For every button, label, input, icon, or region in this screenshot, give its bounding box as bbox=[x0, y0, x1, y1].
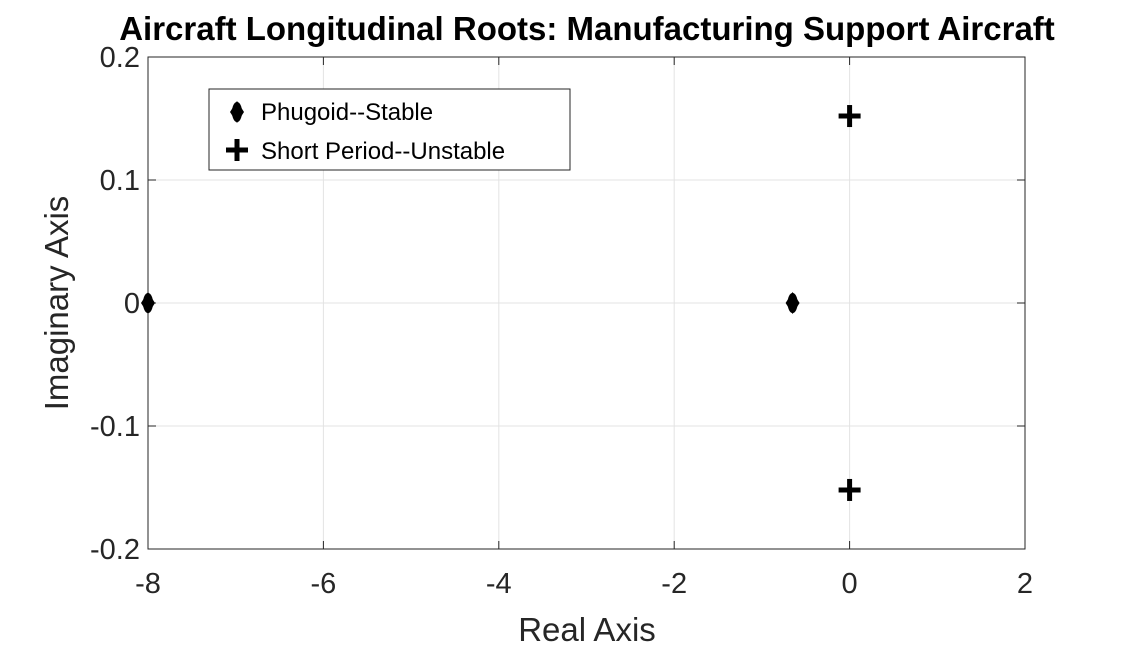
y-tick-label: 0.1 bbox=[100, 165, 140, 197]
y-tick-label: 0.2 bbox=[100, 42, 140, 74]
phugoid-root-point bbox=[785, 292, 800, 314]
short-period-root-point bbox=[838, 105, 861, 128]
x-tick-label: -4 bbox=[486, 568, 512, 600]
legend-box bbox=[208, 88, 571, 171]
y-tick-label: 0 bbox=[124, 288, 140, 320]
legend: Phugoid--Stable Short Period--Unstable bbox=[208, 88, 571, 171]
diamond-icon-outline bbox=[230, 101, 244, 123]
x-tick-label: 0 bbox=[842, 568, 858, 600]
y-tick-label: -0.1 bbox=[90, 411, 140, 443]
x-tick-label: 2 bbox=[1017, 568, 1033, 600]
axis-ticks bbox=[147, 56, 1026, 550]
diamond-icon-outline bbox=[785, 292, 800, 314]
legend-entry-phugoid: Phugoid--Stable bbox=[261, 99, 433, 126]
x-tick-label: -8 bbox=[135, 568, 161, 600]
legend-marker-short-period bbox=[226, 139, 248, 161]
legend-entry-short-period: Short Period--Unstable bbox=[261, 138, 505, 165]
y-tick-labels: -0.2 -0.1 0 0.1 0.2 bbox=[90, 42, 140, 566]
x-axis-label: Real Axis bbox=[518, 611, 656, 648]
y-tick-label: -0.2 bbox=[90, 534, 140, 566]
chart-title: Aircraft Longitudinal Roots: Manufacturi… bbox=[119, 10, 1055, 47]
legend-diamond-icon bbox=[230, 101, 244, 123]
legend-marker-phugoid bbox=[230, 101, 244, 123]
y-axis-label: Imaginary Axis bbox=[38, 196, 75, 411]
phugoid-root-point bbox=[141, 292, 155, 314]
data-points bbox=[141, 105, 861, 501]
x-tick-label: -6 bbox=[311, 568, 337, 600]
diamond-icon-outline bbox=[141, 292, 155, 314]
x-tick-label: -2 bbox=[661, 568, 687, 600]
legend-plus-icon bbox=[226, 139, 248, 161]
x-tick-labels: -8 -6 -4 -2 0 2 bbox=[135, 568, 1033, 600]
short-period-root-point bbox=[838, 478, 861, 501]
